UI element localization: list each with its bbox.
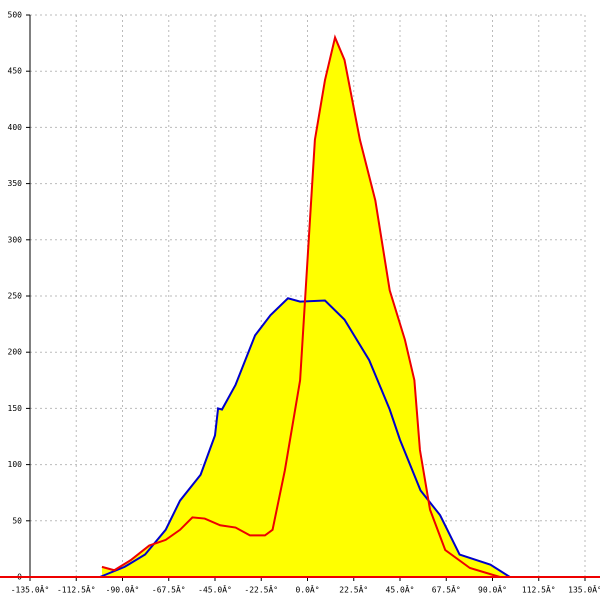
x-tick-label: -90.0Â° (106, 584, 140, 595)
x-tick-label: -67.5Â° (152, 584, 186, 595)
x-tick-label: -112.5Â° (57, 584, 96, 595)
y-tick-label: 100 (8, 460, 23, 469)
x-tick-label: 67.5Â° (432, 584, 461, 595)
y-tick-label: 50 (12, 516, 22, 525)
x-tick-label: -22.5Â° (244, 584, 278, 595)
line (101, 34, 501, 578)
x-tick-label: 22.5Â° (339, 584, 368, 595)
x-tick-label: 135.0Â° (568, 584, 600, 595)
y-tick-label: 350 (8, 179, 23, 188)
x-tick-label: 112.5Â° (522, 584, 556, 595)
x-tick-label: -45.0Â° (198, 584, 232, 595)
line (99, 297, 511, 578)
y-tick-label: 250 (8, 292, 23, 301)
x-tick-label: -135.0Â° (11, 584, 50, 595)
y-tick-label: 300 (8, 235, 23, 244)
y-tick-label: 150 (8, 404, 23, 413)
x-tick-label: 45.0Â° (386, 584, 415, 595)
y-tick-label: 450 (8, 67, 23, 76)
y-tick-label: 400 (8, 123, 23, 132)
y-tick-label: 500 (8, 11, 23, 20)
x-tick-label: 0.0Â° (295, 584, 319, 595)
x-tick-label: 90.0Â° (478, 584, 507, 595)
y-tick-label: 200 (8, 348, 23, 357)
